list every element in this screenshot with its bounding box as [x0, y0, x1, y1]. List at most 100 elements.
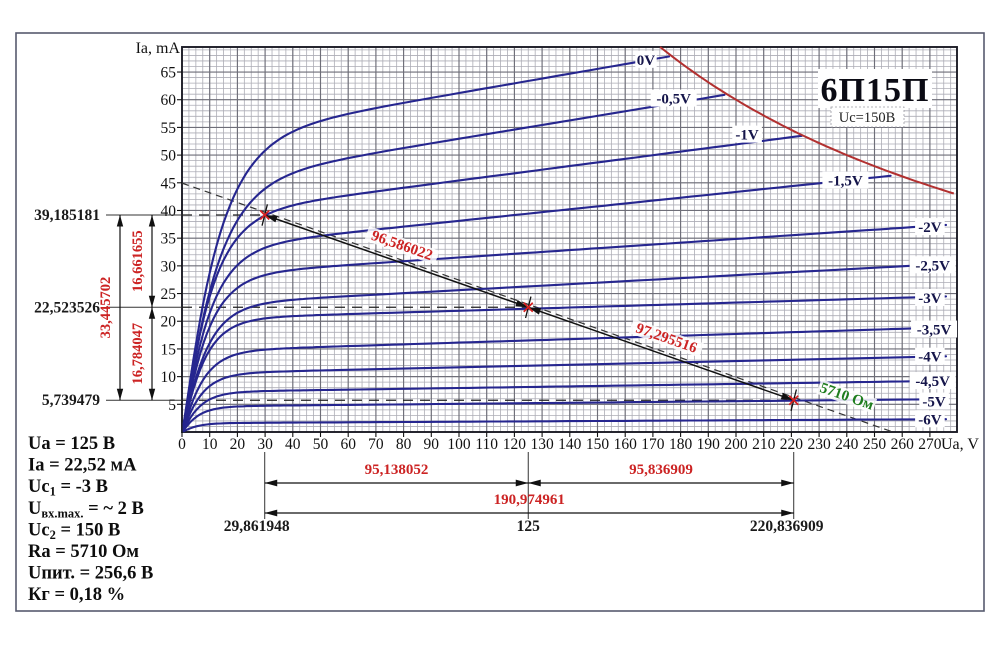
dimension-arrow [148, 295, 156, 308]
dimension-arrow [515, 479, 529, 487]
grid-voltage-label: -0,5V [656, 92, 691, 108]
dimension-arrow [528, 307, 542, 315]
x-dim-total-label: 190,974961 [494, 492, 565, 508]
x-tick-label: 60 [340, 436, 356, 453]
info-line: Кг = 0,18 % [28, 585, 125, 605]
y-tick-label: 35 [161, 231, 177, 248]
text-run: U [28, 499, 41, 519]
text-run: = ~ 2 В [84, 499, 144, 519]
x-tick-label: 240 [835, 436, 859, 453]
curve-label-backplate [911, 320, 958, 338]
x-tick-label: 260 [891, 436, 915, 453]
info-line: Uвх.max.​ = ~ 2 В [28, 499, 144, 521]
x-tick-label: 150 [586, 436, 610, 453]
y-point-value-label: 22,523526 [34, 299, 100, 316]
grid-voltage-label: -5V [922, 395, 945, 411]
dimension-arrow [515, 299, 529, 308]
text-run: Ia = 22,52 мА [28, 456, 137, 476]
x-stroke [259, 209, 270, 221]
grid-voltage-label: -3V [918, 291, 941, 307]
anode-curve--3,5V [182, 326, 948, 429]
y-dim-upper-label: 16,661655 [130, 230, 146, 292]
grid-voltage-label: -1V [735, 128, 758, 144]
grid-voltage-label: -4V [918, 350, 941, 366]
text-run: Ua = 125 В [28, 434, 115, 454]
x-axis-title: Ua, V [941, 436, 979, 453]
dimension-arrow [781, 479, 794, 487]
x-dim-right-label: 95,836909 [629, 462, 693, 478]
dimension-layer: 39,185181 22,523526 5,739479 33,445702 16,66… [34, 207, 824, 535]
anode-curve--0,5V [182, 93, 726, 426]
operating-point-x-marker [259, 209, 270, 221]
text-run: Кг = 0,18 % [28, 585, 125, 605]
subscript: вх.max. [41, 506, 83, 520]
text-run: Uc [28, 520, 50, 540]
dimension-arrow [264, 509, 278, 517]
dimension-arrow [148, 388, 156, 401]
x-stroke [788, 395, 799, 406]
y-tick-label: 50 [161, 148, 177, 165]
dimension-arrow [148, 307, 156, 319]
dimension-arrow [781, 509, 794, 517]
x-dim-left-label: 95,138052 [365, 462, 429, 478]
anode-curve--2V [182, 223, 948, 427]
x-tick-label: 100 [447, 436, 471, 453]
curve-label-backplate [915, 288, 945, 306]
curve-label-backplate [635, 50, 657, 68]
x-tick-label: 170 [641, 436, 665, 453]
y-tick-label: 15 [161, 341, 177, 358]
dimension-arrow [148, 214, 156, 227]
anode-curve--1V [182, 134, 803, 426]
x-point-value-label: 220,836909 [750, 518, 824, 535]
x-tick-label: 110 [475, 436, 498, 453]
grid-voltage-label: -1,5V [828, 174, 863, 190]
x-tick-label: 90 [424, 436, 440, 453]
screen-voltage-box [830, 106, 905, 128]
anode-curve--2,5V [182, 262, 948, 428]
y-axis-title: Ia, mA [136, 40, 181, 57]
label-backplate [816, 379, 878, 414]
x-tick-label: 210 [752, 436, 776, 453]
info-line: Uпит. = 256,6 В [28, 564, 153, 584]
label-backplate [628, 318, 705, 358]
y-tick-label: 65 [161, 65, 177, 82]
x-tick-label: 190 [697, 436, 721, 453]
anode-curve--5V [182, 398, 948, 432]
y-dim-total-label: 33,445702 [98, 277, 114, 339]
x-tick-label: 160 [614, 436, 638, 453]
curve-label-backplate [919, 392, 949, 410]
anode-curve--4,5V [182, 379, 948, 431]
title-backplate [818, 69, 932, 108]
y-dim-lower-label-text: 16,784047 [130, 323, 146, 385]
y-tick-label: 30 [161, 258, 177, 275]
x-tick-label: 220 [780, 436, 804, 453]
x-tick-label: 270 [918, 436, 942, 453]
curve-label-backplate [650, 89, 697, 107]
anode-curves-layer [182, 46, 955, 433]
grid-voltage-label: -2,5V [915, 258, 950, 274]
text-run: Uпит. = 256,6 В [28, 564, 153, 584]
screen-voltage-label: Uc=150В [839, 110, 896, 126]
y-dim-upper-label-text: 16,661655 [130, 230, 146, 292]
curve-label-backplate [915, 410, 945, 428]
info-line: Uc1​ = -3 В [28, 477, 108, 499]
anode-curve--6V [182, 418, 948, 433]
label-backplate [364, 226, 440, 265]
x-tick-label: 50 [313, 436, 329, 453]
subscript: 2 [50, 528, 56, 542]
y-tick-label: 60 [161, 92, 177, 109]
y-tick-label: 20 [161, 314, 177, 331]
operating-point-x-marker [523, 302, 534, 313]
x-tick-label: 10 [202, 436, 218, 453]
grid-layer: 0 10 20 30 40 50 60 70 80 90 100 110 120 130 140 150 160… [161, 46, 958, 453]
x-point-value-label: 125 [517, 518, 541, 535]
x-tick-label: 30 [257, 436, 273, 453]
y-point-value-label: 39,185181 [34, 207, 100, 224]
dimension-arrow [528, 479, 541, 487]
tube-type-title: 6П15П [821, 72, 930, 109]
text-run: Uc [28, 477, 50, 497]
x-tick-label: 250 [863, 436, 887, 453]
y-tick-label: 25 [161, 286, 177, 303]
operating-point-x-marker [788, 395, 799, 406]
curve-label-backplate [915, 218, 945, 236]
